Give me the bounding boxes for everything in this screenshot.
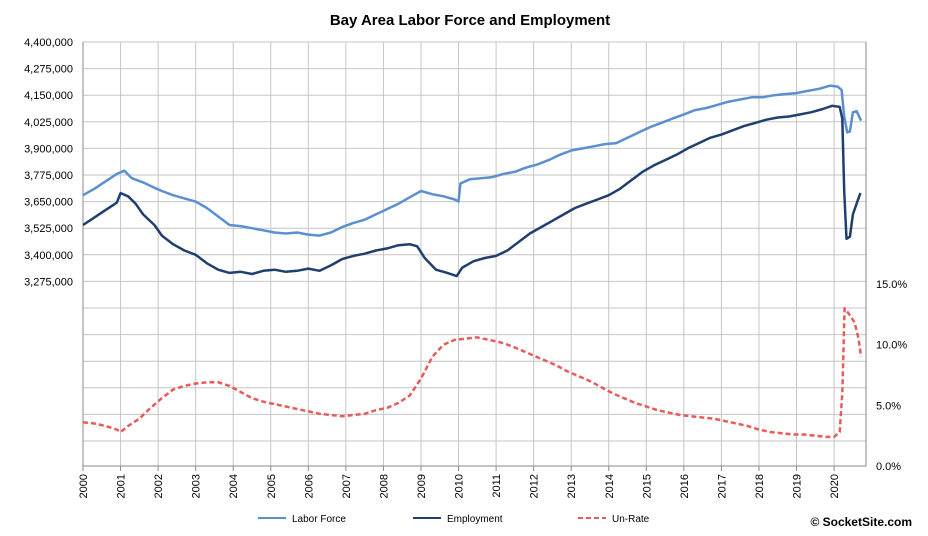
x-tick-label: 2015: [641, 474, 653, 498]
x-tick-label: 2014: [604, 474, 616, 498]
left-tick-label: 3,525,000: [24, 223, 73, 235]
x-tick-label: 2006: [303, 474, 315, 498]
series-line-un-rate: [82, 307, 863, 439]
x-tick-label: 2017: [716, 474, 728, 498]
left-tick-label: 3,400,000: [24, 250, 73, 262]
left-tick-label: 4,400,000: [24, 37, 73, 49]
grid: [82, 41, 866, 466]
x-axis-ticks: 2000 2001 2002 2003 2004 2005 2006 2007 2008 2009…: [78, 466, 841, 498]
left-tick-label: 4,275,000: [24, 64, 73, 76]
x-tick-label: 2002: [153, 474, 165, 498]
x-tick-label: 2009: [416, 474, 428, 498]
left-tick-label: 3,775,000: [24, 170, 73, 182]
x-tick-label: 2008: [378, 474, 390, 498]
right-tick-label: 5.0%: [876, 400, 901, 412]
series-line-employment: [82, 104, 862, 278]
x-tick-label: 2012: [529, 474, 541, 498]
x-tick-label: 2007: [341, 474, 353, 498]
series-lines: [82, 84, 863, 439]
credit-annotation: © SocketSite.com: [810, 515, 912, 529]
chart-title: Bay Area Labor Force and Employment: [330, 12, 610, 29]
x-tick-label: 2003: [191, 474, 203, 498]
x-tick-label: 2010: [454, 474, 466, 498]
x-tick-label: 2020: [829, 474, 841, 498]
x-tick-label: 2004: [228, 474, 240, 498]
legend-label: Labor Force: [292, 514, 346, 525]
left-tick-label: 4,025,000: [24, 117, 73, 129]
left-tick-label: 3,650,000: [24, 197, 73, 209]
left-tick-label: 4,150,000: [24, 90, 73, 102]
left-tick-label: 3,900,000: [24, 143, 73, 155]
right-tick-label: 10.0%: [876, 340, 907, 352]
left-tick-label: 3,275,000: [24, 276, 73, 288]
x-tick-label: 2000: [78, 474, 90, 498]
x-tick-label: 2011: [491, 474, 503, 498]
x-tick-label: 2001: [116, 474, 128, 498]
x-tick-label: 2013: [566, 474, 578, 498]
x-tick-label: 2016: [679, 474, 691, 498]
x-tick-label: 2005: [266, 474, 278, 498]
left-axis-ticks: 3,275,000 3,400,000 3,525,000 3,650,000 3,77…: [24, 37, 73, 288]
right-tick-label: 0.0%: [876, 461, 901, 473]
axes: [82, 42, 867, 467]
right-axis-ticks: 0.0% 5.0% 10.0% 15.0%: [876, 279, 907, 473]
legend-label: Employment: [447, 514, 503, 525]
right-tick-label: 15.0%: [876, 279, 907, 291]
x-tick-label: 2019: [792, 474, 804, 498]
legend-label: Un-Rate: [612, 514, 650, 525]
series-line-labor-force: [82, 84, 863, 237]
legend: Labor Force Employment Un-Rate: [258, 514, 650, 525]
x-tick-label: 2018: [754, 474, 766, 498]
